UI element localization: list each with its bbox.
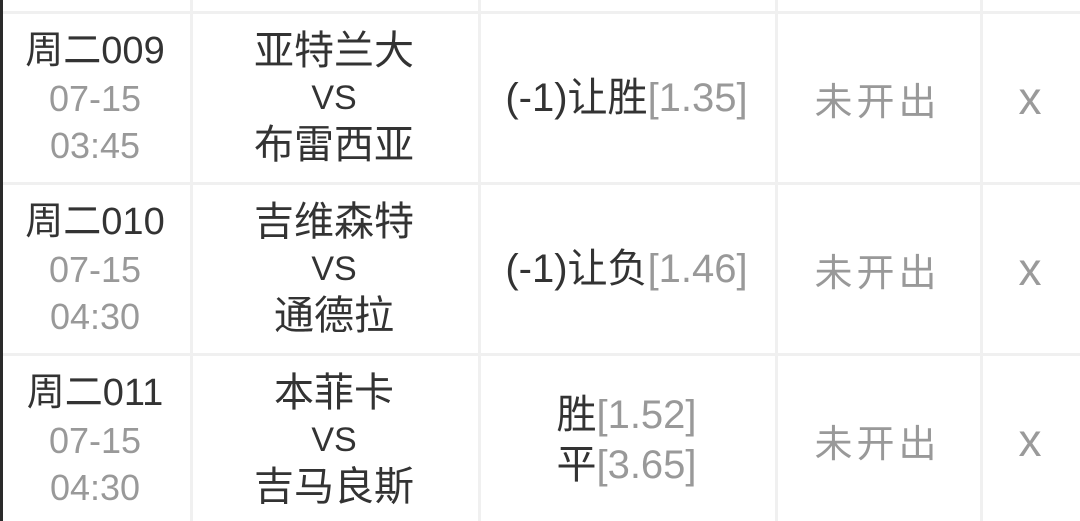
row-divider [0, 182, 1080, 185]
action-cell: x [980, 14, 1080, 182]
teams-cell: 吉维森特 VS 通德拉 [190, 185, 478, 353]
status-text: 未开出 [814, 252, 941, 295]
odds-label: (-1)让负 [505, 247, 648, 291]
screen-left-edge [0, 0, 3, 521]
vs-label: VS [311, 78, 357, 117]
odds-value: [1.52] [596, 393, 697, 437]
status-text: 未开出 [814, 81, 941, 124]
match-info-cell: 周二009 07-15 03:45 [0, 14, 190, 182]
odds-line: 胜[1.52] [556, 390, 696, 440]
vs-label: VS [311, 420, 357, 459]
odds-value: [3.65] [596, 443, 697, 487]
away-team: 布雷西亚 [254, 122, 414, 167]
column-divider [775, 0, 778, 521]
row-divider [0, 11, 1080, 14]
action-cell: x [980, 356, 1080, 521]
column-divider [190, 0, 193, 521]
odds-label: 胜 [556, 393, 597, 437]
match-row[interactable]: 周二009 07-15 03:45 亚特兰大 VS 布雷西亚 (-1)让胜[1.… [0, 14, 1080, 182]
odds-line: (-1)让负[1.46] [505, 244, 747, 294]
match-time: 03:45 [49, 124, 141, 166]
odds-label: (-1)让胜 [505, 76, 648, 120]
match-time: 04:30 [49, 295, 141, 337]
match-row[interactable]: 周二010 07-15 04:30 吉维森特 VS 通德拉 (-1)让负[1.4… [0, 185, 1080, 353]
teams-cell: 本菲卡 VS 吉马良斯 [190, 356, 478, 521]
match-info-cell: 周二011 07-15 04:30 [0, 356, 190, 521]
odds-cell: (-1)让负[1.46] [478, 185, 775, 353]
status-cell: 未开出 [775, 356, 980, 521]
odds-value: [1.35] [647, 76, 748, 120]
match-id: 周二010 [25, 200, 165, 243]
no-result-marker: x [1018, 243, 1042, 295]
status-text: 未开出 [814, 423, 941, 466]
home-team: 吉维森特 [254, 199, 414, 244]
action-cell: x [980, 185, 1080, 353]
home-team: 亚特兰大 [254, 28, 414, 73]
away-team: 通德拉 [274, 293, 394, 338]
match-id: 周二009 [25, 29, 165, 72]
match-id: 周二011 [26, 371, 164, 414]
vs-label: VS [311, 249, 357, 288]
odds-cell: 胜[1.52] 平[3.65] [478, 356, 775, 521]
no-result-marker: x [1018, 72, 1042, 124]
column-divider [478, 0, 481, 521]
match-time: 04:30 [49, 466, 141, 508]
match-date: 07-15 [48, 419, 142, 461]
status-cell: 未开出 [775, 185, 980, 353]
odds-cell: (-1)让胜[1.35] [478, 14, 775, 182]
row-divider [0, 353, 1080, 356]
column-divider [980, 0, 983, 521]
away-team: 吉马良斯 [254, 464, 414, 509]
match-row[interactable]: 周二011 07-15 04:30 本菲卡 VS 吉马良斯 胜[1.52] 平[… [0, 356, 1080, 521]
teams-cell: 亚特兰大 VS 布雷西亚 [190, 14, 478, 182]
match-date: 07-15 [48, 248, 142, 290]
no-result-marker: x [1018, 414, 1042, 466]
odds-value: [1.46] [647, 247, 748, 291]
match-info-cell: 周二010 07-15 04:30 [0, 185, 190, 353]
odds-line: 平[3.65] [556, 440, 696, 490]
status-cell: 未开出 [775, 14, 980, 182]
home-team: 本菲卡 [274, 370, 394, 415]
odds-label: 平 [556, 443, 597, 487]
odds-line: (-1)让胜[1.35] [505, 73, 747, 123]
match-date: 07-15 [48, 77, 142, 119]
